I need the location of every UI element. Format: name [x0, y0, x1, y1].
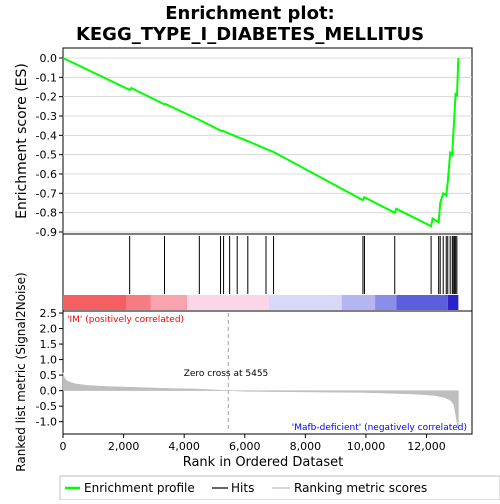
- x-tick-label: 8,000: [290, 440, 322, 453]
- enrichment-score-panel: 0.0-0.1-0.2-0.3-0.4-0.5-0.6-0.7-0.8-0.9 …: [14, 47, 473, 239]
- rank-colorbar-segment: [447, 295, 459, 310]
- metric-y-tick-label: 2.0: [40, 323, 58, 336]
- rank-colorbar-segment: [396, 295, 448, 310]
- metric-y-tick-label: 2.5: [40, 307, 58, 320]
- metric-y-tick-label: 1.5: [40, 338, 58, 351]
- enrichment-profile-line: [62, 57, 460, 228]
- chart-title-line-2: KEGG_TYPE_I_DIABETES_MELLITUS: [76, 24, 424, 45]
- x-tick-label: 0: [60, 440, 67, 453]
- x-tick-label: 2,000: [108, 440, 140, 453]
- ranking-metric-area: [62, 372, 459, 432]
- es-y-tick-label: -0.8: [36, 207, 57, 220]
- rank-colorbar-segment: [375, 295, 397, 310]
- x-tick-label: 10,000: [347, 440, 386, 453]
- es-y-tick-label: -0.6: [36, 168, 57, 181]
- chart-legend: Enrichment profile Hits Ranking metric s…: [59, 475, 500, 501]
- x-tick-label: 4,000: [168, 440, 200, 453]
- metric-y-tick-label: 0.0: [40, 385, 58, 398]
- metric-y-axis-label: Ranked list metric (Signal2Noise): [14, 272, 28, 471]
- legend-label-enrichment-profile: Enrichment profile: [84, 481, 195, 495]
- es-y-tick-label: -0.1: [36, 71, 57, 84]
- negative-correlation-label: 'Mafb-deficient' (negatively correlated): [292, 423, 467, 433]
- chart-title-line-1: Enrichment plot:: [165, 3, 335, 24]
- legend-label-hits: Hits: [231, 481, 254, 495]
- es-y-tick-label: -0.7: [36, 187, 57, 200]
- metric-y-tick-label: 0.5: [40, 369, 58, 382]
- x-tick-label: 12,000: [407, 440, 446, 453]
- x-tick-label: 6,000: [229, 440, 261, 453]
- es-y-tick-label: -0.5: [36, 149, 57, 162]
- metric-panel-frame: [62, 310, 473, 435]
- rank-colorbar-segment: [126, 295, 151, 310]
- metric-y-tick-label: 1.0: [40, 354, 58, 367]
- ranked-metric-panel: Zero cross at 5455 'IM' (positively corr…: [14, 272, 473, 472]
- positive-correlation-label: 'IM' (positively correlated): [67, 315, 184, 325]
- zero-cross-label: Zero cross at 5455: [184, 369, 269, 379]
- metric-y-tick-label: -1.0: [36, 416, 57, 429]
- x-axis-label: Rank in Ordered Dataset: [183, 455, 344, 470]
- es-y-tick-label: -0.2: [36, 91, 57, 104]
- legend-label-ranking-metric: Ranking metric scores: [294, 481, 427, 495]
- es-y-axis-label: Enrichment score (ES): [14, 63, 30, 219]
- rank-colorbar-segment: [150, 295, 188, 310]
- rank-colorbar-segment: [63, 295, 127, 310]
- rank-colorbar-segment: [187, 295, 270, 310]
- rank-colorbar-segment: [341, 295, 376, 310]
- es-y-tick-label: -0.3: [36, 110, 57, 123]
- es-y-tick-label: 0.0: [40, 52, 58, 65]
- es-y-tick-label: -0.4: [36, 129, 57, 142]
- metric-y-tick-label: -0.5: [36, 400, 57, 413]
- rank-colorbar-segment: [269, 295, 342, 310]
- es-y-tick-label: -0.9: [36, 226, 57, 239]
